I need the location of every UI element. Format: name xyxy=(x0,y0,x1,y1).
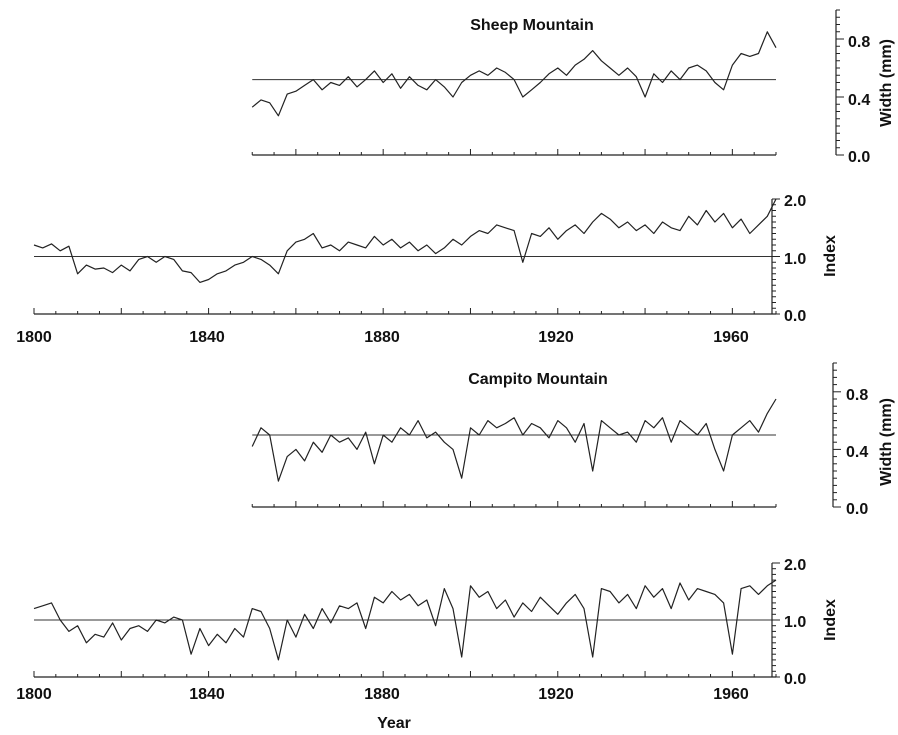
series-line-sheep-index xyxy=(33,198,777,283)
panel-sheep-index: 0.0 1.0 2.0 Index 1800 1840 1880 1920 19… xyxy=(16,193,839,346)
x-tick-label: 1880 xyxy=(364,329,400,346)
y-axis-title-campito-index: Index xyxy=(822,599,839,641)
series-line-campito-width xyxy=(251,398,777,482)
y-ticks-campito-width xyxy=(833,362,841,508)
y-tick-label: 0.0 xyxy=(848,149,870,166)
y-tick-label: 2.0 xyxy=(784,557,806,574)
y-tick-label: 0.8 xyxy=(846,387,868,404)
y-axis-title-sheep-width: Width (mm) xyxy=(878,39,895,127)
y-tick-label: 0.8 xyxy=(848,34,870,51)
y-tick-label: 0.0 xyxy=(846,501,868,518)
x-tick-label: 1920 xyxy=(538,329,574,346)
x-tick-label: 1840 xyxy=(189,329,225,346)
panel-campito-index: 0.0 1.0 2.0 Index 1800 1840 1880 1920 19… xyxy=(16,557,839,732)
x-ticks-sheep-width xyxy=(251,149,777,155)
y-tick-label: 1.0 xyxy=(784,614,806,631)
panel-title-sheep: Sheep Mountain xyxy=(470,17,594,34)
x-tick-label: 1960 xyxy=(713,686,749,703)
panel-title-campito: Campito Mountain xyxy=(468,371,608,388)
x-tick-label: 1960 xyxy=(713,329,749,346)
y-axis-title-sheep-index: Index xyxy=(822,235,839,277)
x-tick-label: 1920 xyxy=(538,686,574,703)
x-tick-label: 1800 xyxy=(16,329,52,346)
y-tick-label: 0.0 xyxy=(784,308,806,325)
panel-campito-width: Campito Mountain 0.0 0.4 0.8 Width (mm) xyxy=(251,362,895,518)
x-tick-label: 1800 xyxy=(16,686,52,703)
series-line-sheep-width xyxy=(251,31,777,117)
x-axis-title: Year xyxy=(377,715,411,732)
x-ticks-sheep-index xyxy=(33,308,777,314)
y-tick-label: 1.0 xyxy=(784,251,806,268)
x-tick-label: 1840 xyxy=(189,686,225,703)
y-ticks-campito-index xyxy=(772,562,780,678)
y-ticks-sheep-width xyxy=(836,9,844,156)
panel-sheep-width: Sheep Mountain 0.0 0.4 0.8 Width (mm) xyxy=(251,9,895,166)
series-line-campito-index xyxy=(33,579,777,661)
y-ticks-sheep-index xyxy=(772,198,780,315)
y-tick-label: 0.4 xyxy=(846,444,868,461)
y-axis-title-campito-width: Width (mm) xyxy=(878,398,895,486)
y-tick-label: 2.0 xyxy=(784,193,806,210)
x-ticks-campito-index xyxy=(33,671,777,677)
x-ticks-campito-width xyxy=(251,501,777,507)
y-tick-label: 0.4 xyxy=(848,92,870,109)
y-tick-label: 0.0 xyxy=(784,671,806,688)
x-tick-label: 1880 xyxy=(364,686,400,703)
